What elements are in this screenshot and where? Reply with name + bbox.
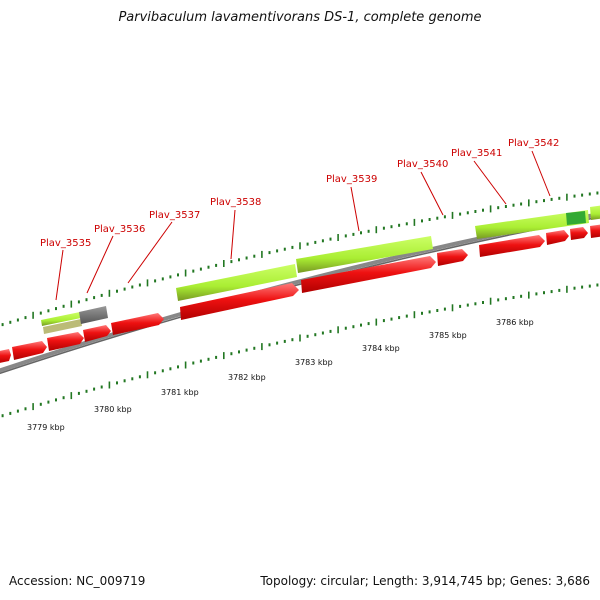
- gene-label[interactable]: Plav_3539: [326, 174, 377, 185]
- gene-label[interactable]: Plav_3535: [40, 238, 91, 249]
- scale-label: 3786 kbp: [496, 318, 534, 327]
- gene-arrow[interactable]: [12, 341, 47, 360]
- forward-strand-genes: [41, 205, 600, 334]
- gene-block[interactable]: [176, 264, 297, 301]
- gene-block[interactable]: [79, 306, 108, 324]
- genome-summary-text: Topology: circular; Length: 3,914,745 bp…: [260, 574, 590, 588]
- gene-label[interactable]: Plav_3541: [451, 148, 502, 159]
- gene-block[interactable]: [296, 236, 433, 273]
- genome-backbone: [0, 211, 600, 373]
- gene-label[interactable]: Plav_3540: [397, 159, 448, 170]
- scale-labels: 3779 kbp 3780 kbp 3781 kbp 3782 kbp 3783…: [27, 318, 534, 432]
- reverse-strand-genes: [0, 224, 600, 364]
- gene-label[interactable]: Plav_3536: [94, 224, 145, 235]
- gene-arrow[interactable]: [111, 313, 164, 335]
- gene-label[interactable]: Plav_3538: [210, 197, 261, 208]
- gene-arrow[interactable]: [180, 283, 299, 320]
- upper-tick-row: [1, 191, 599, 327]
- gene-block[interactable]: [566, 211, 586, 225]
- gene-label-leaders: [55, 150, 551, 301]
- gene-block[interactable]: [475, 210, 589, 239]
- lower-tick-row: [1, 283, 599, 418]
- gene-arrow[interactable]: [570, 227, 588, 240]
- scale-label: 3784 kbp: [362, 344, 400, 353]
- gene-arrow[interactable]: [301, 256, 436, 293]
- gene-arrow[interactable]: [546, 230, 569, 245]
- gene-label[interactable]: Plav_3542: [508, 138, 559, 149]
- gene-arrow[interactable]: [83, 325, 111, 342]
- scale-label: 3783 kbp: [295, 358, 333, 367]
- scale-label: 3780 kbp: [94, 405, 132, 414]
- gene-block[interactable]: [41, 312, 81, 326]
- gene-arrow[interactable]: [47, 332, 84, 351]
- gene-arrow[interactable]: [437, 249, 468, 266]
- map-title: Parvibaculum lavamentivorans DS-1, compl…: [118, 10, 482, 25]
- accession-text: Accession: NC_009719: [9, 574, 146, 588]
- gene-arrow[interactable]: [590, 224, 600, 238]
- scale-label: 3785 kbp: [429, 331, 467, 340]
- gene-block[interactable]: [590, 205, 600, 220]
- gene-arrow[interactable]: [0, 349, 11, 364]
- gene-arrow[interactable]: [479, 235, 545, 257]
- gene-block[interactable]: [43, 319, 82, 334]
- scale-label: 3779 kbp: [27, 423, 65, 432]
- gene-labels: Plav_3535 Plav_3536 Plav_3537 Plav_3538 …: [40, 138, 559, 249]
- scale-label: 3781 kbp: [161, 388, 199, 397]
- gene-label[interactable]: Plav_3537: [149, 210, 200, 221]
- scale-label: 3782 kbp: [228, 373, 266, 382]
